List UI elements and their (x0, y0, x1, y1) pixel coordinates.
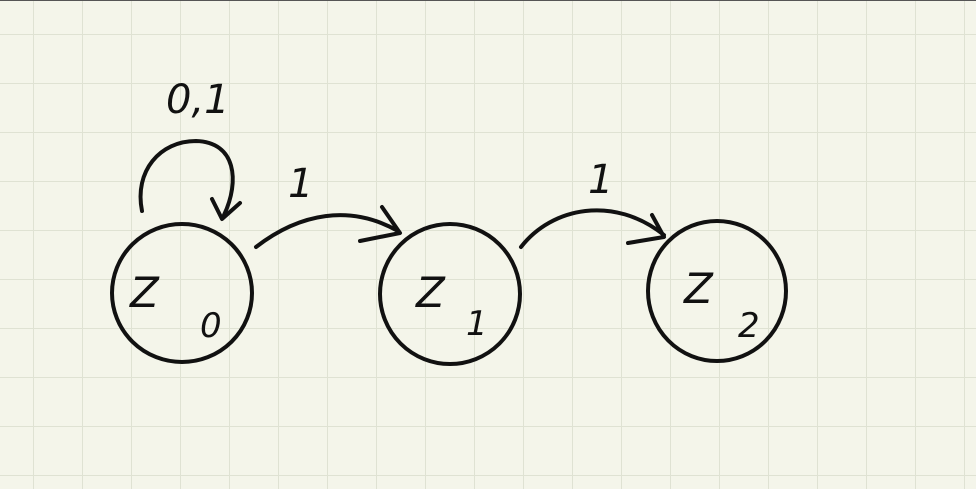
state-z0: Z 0 (110, 222, 254, 364)
arc-z0-z1 (254, 213, 400, 249)
state-z0-name: Z (129, 268, 160, 317)
transition-z0-z1: 1 (254, 161, 402, 249)
state-z2-name: Z (683, 264, 714, 313)
self-loop-arrowhead (210, 197, 242, 221)
transition-z1-z2: 1 (519, 157, 666, 249)
state-z0-subscript: 0 (200, 306, 222, 346)
state-z1-subscript: 1 (466, 304, 488, 344)
self-loop-arc (138, 139, 235, 217)
state-z2-subscript: 2 (738, 306, 760, 346)
state-z0-circle (110, 222, 254, 364)
transition-z0-self-loop: 0,1 (138, 77, 242, 221)
state-z1-name: Z (415, 268, 446, 317)
label-z0-z1: 1 (288, 161, 313, 207)
label-z1-z2: 1 (588, 157, 613, 203)
arrowhead-z0-z1 (358, 205, 402, 243)
state-z2-circle (646, 219, 788, 363)
arc-z1-z2 (519, 208, 666, 249)
self-loop-label: 0,1 (166, 77, 230, 123)
arrowhead-z1-z2 (626, 213, 666, 245)
state-z1-circle (378, 222, 522, 366)
state-z1: Z 1 (378, 222, 522, 366)
state-z2: Z 2 (646, 219, 788, 363)
